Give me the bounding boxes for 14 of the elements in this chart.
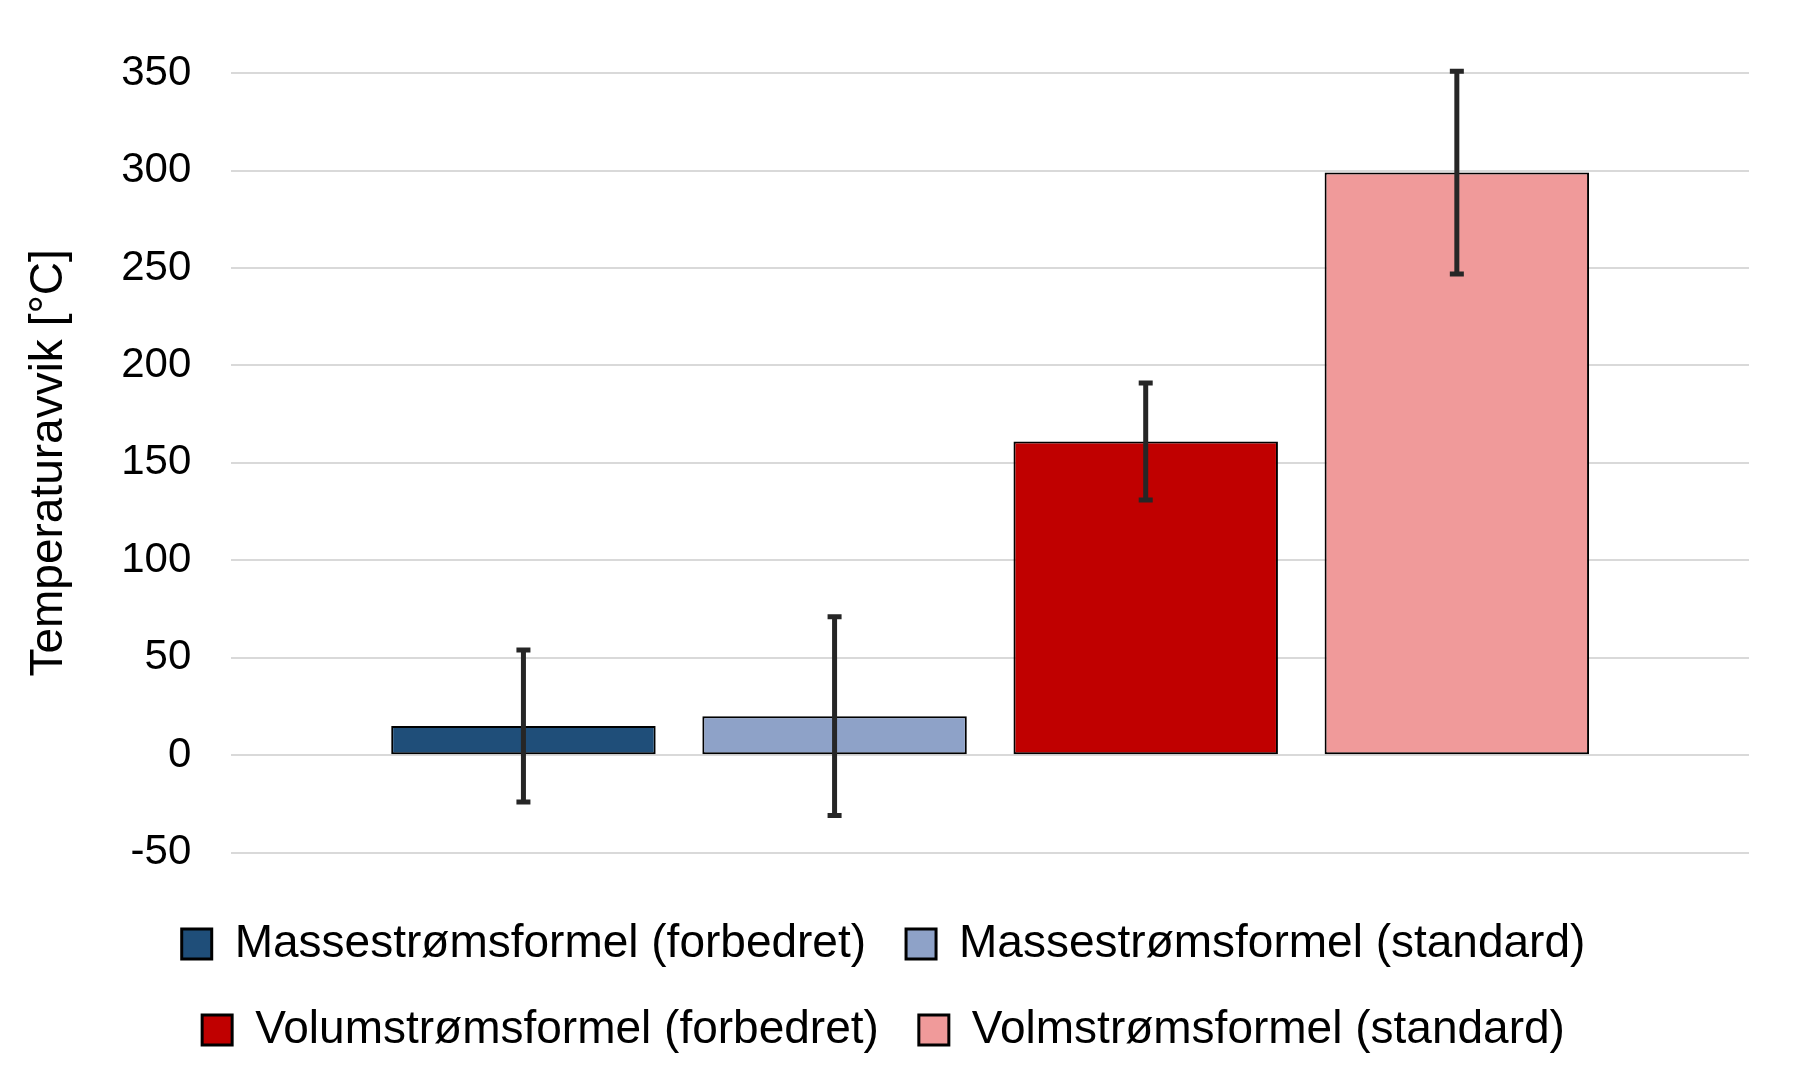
legend-label: Volmstrømsformel (standard) [971, 1000, 1565, 1053]
y-tick-label: 200 [121, 339, 192, 387]
y-tick-label: 350 [121, 46, 192, 94]
legend-label: Massestrømsformel (standard) [959, 914, 1586, 967]
y-tick-label: -50 [130, 826, 192, 874]
y-tick-label: 0 [167, 728, 192, 776]
y-tick-label: 100 [121, 533, 192, 581]
y-axis-title: Temperaturavvik [°C] [20, 249, 73, 677]
legend-label: Massestrømsformel (forbedret) [234, 914, 867, 967]
legend-label: Volumstrømsformel (forbedret) [255, 1000, 879, 1053]
y-tick-label: 250 [121, 241, 192, 289]
y-tick-label: 300 [121, 144, 192, 192]
y-tick-label: 50 [144, 631, 192, 679]
y-tick-label: 150 [121, 436, 192, 484]
